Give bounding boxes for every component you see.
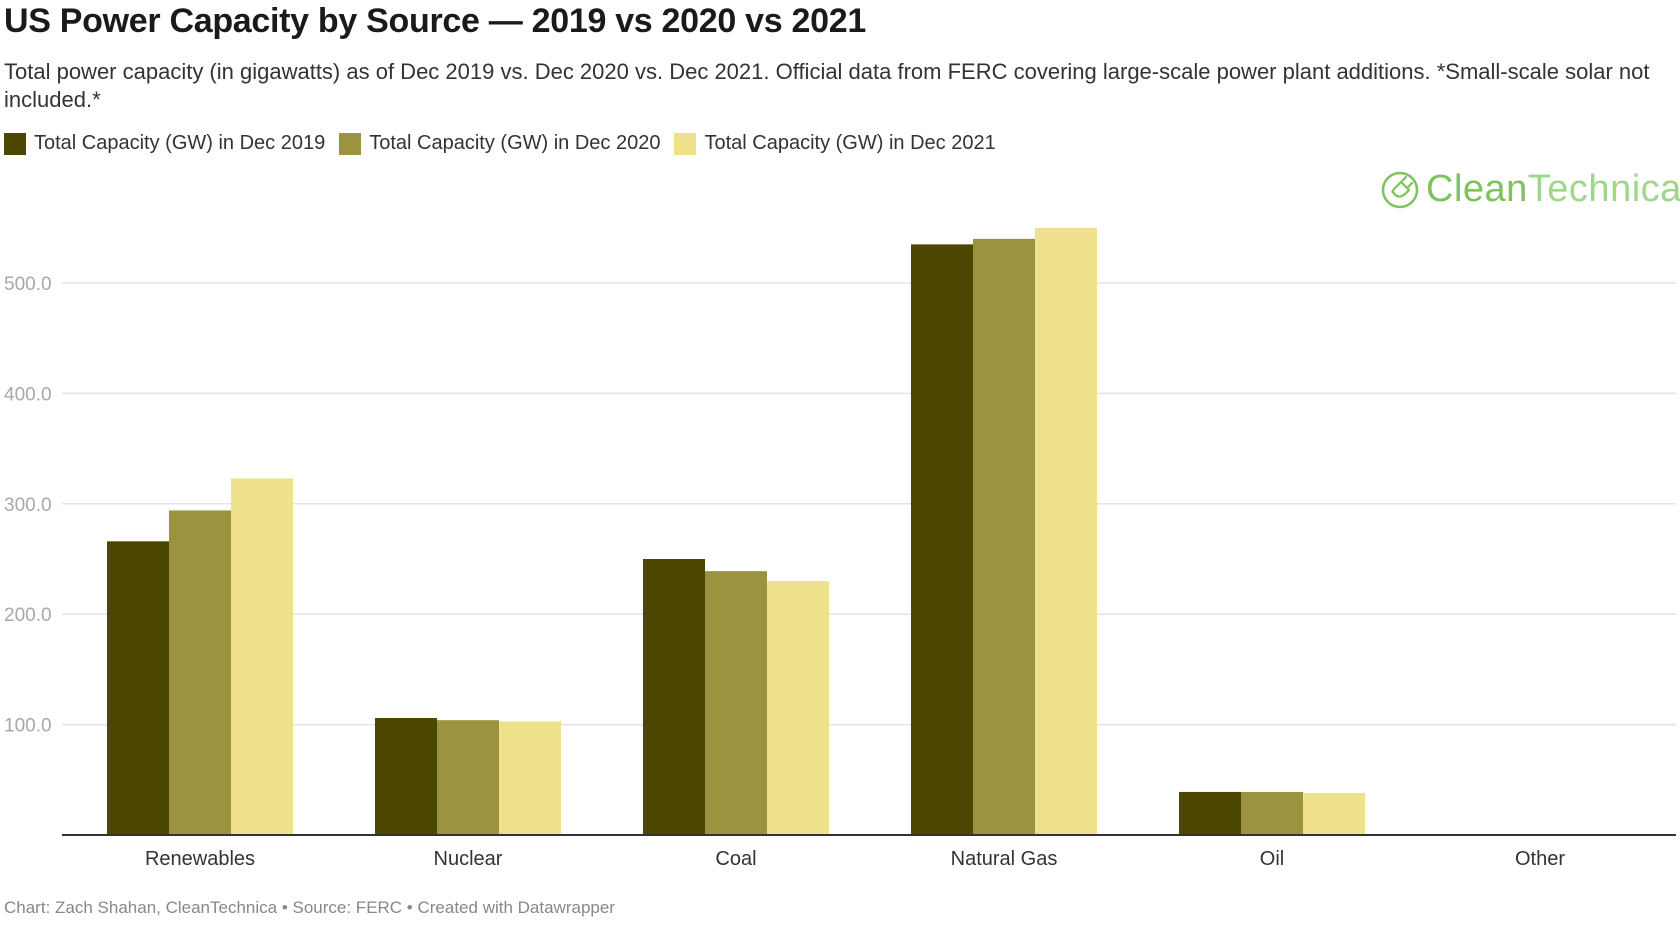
bar-group bbox=[107, 478, 293, 835]
bar bbox=[705, 571, 767, 835]
y-tick-label: 400.0 bbox=[4, 384, 52, 405]
y-tick-label: 500.0 bbox=[4, 274, 52, 295]
x-tick-label: Nuclear bbox=[434, 848, 503, 870]
bar bbox=[643, 559, 705, 835]
legend-swatch-2020 bbox=[339, 132, 362, 155]
bar bbox=[911, 244, 973, 836]
bar bbox=[437, 720, 499, 835]
bar bbox=[169, 510, 231, 835]
legend-label-2019: Total Capacity (GW) in Dec 2019 bbox=[34, 132, 326, 154]
bar bbox=[1303, 793, 1365, 835]
bar-group bbox=[1179, 791, 1365, 835]
cleantechnica-plug-icon bbox=[1381, 171, 1419, 208]
x-tick-label: Oil bbox=[1260, 848, 1284, 870]
x-tick-label: Natural Gas bbox=[951, 848, 1058, 870]
bar bbox=[1179, 791, 1241, 835]
y-tick-label: 100.0 bbox=[4, 716, 52, 737]
x-tick-label: Renewables bbox=[145, 848, 255, 870]
bar-group bbox=[643, 559, 829, 835]
bar bbox=[375, 717, 437, 835]
chart-footer: Chart: Zach Shahan, CleanTechnica • Sour… bbox=[4, 898, 615, 917]
y-tick-label: 300.0 bbox=[4, 495, 52, 516]
bar bbox=[973, 238, 1035, 836]
x-tick-label: Other bbox=[1515, 848, 1565, 870]
x-tick-label: Coal bbox=[715, 848, 756, 870]
logo-wordmark-clean: Clean bbox=[1426, 168, 1528, 210]
bar bbox=[499, 721, 561, 835]
cleantechnica-logo: CleanTechnica bbox=[1380, 168, 1680, 211]
legend-item-2020: Total Capacity (GW) in Dec 2020 bbox=[339, 132, 660, 155]
logo-wordmark: CleanTechnica bbox=[1426, 168, 1680, 211]
bars bbox=[107, 227, 1365, 836]
legend-item-2019: Total Capacity (GW) in Dec 2019 bbox=[4, 132, 325, 155]
chart-legend: Total Capacity (GW) in Dec 2019 Total Ca… bbox=[4, 132, 1010, 155]
bar bbox=[107, 541, 169, 835]
y-axis-tick-labels: 100.0 200.0 300.0 400.0 500.0 bbox=[4, 274, 52, 737]
bar bbox=[1241, 791, 1303, 835]
bar bbox=[1035, 227, 1097, 836]
bar bbox=[767, 581, 829, 835]
chart-subtitle: Total power capacity (in gigawatts) as o… bbox=[4, 59, 1650, 112]
bar bbox=[231, 478, 293, 835]
chart-title: US Power Capacity by Source — 2019 vs 20… bbox=[4, 2, 866, 40]
legend-label-2020: Total Capacity (GW) in Dec 2020 bbox=[369, 132, 661, 154]
logo-wordmark-technica: Technica bbox=[1527, 168, 1680, 210]
bar-group bbox=[911, 227, 1097, 836]
legend-swatch-2021 bbox=[674, 132, 697, 155]
bar-group bbox=[375, 717, 561, 835]
legend-item-2021: Total Capacity (GW) in Dec 2021 bbox=[674, 132, 996, 155]
grid-lines bbox=[62, 282, 1676, 726]
legend-label-2021: Total Capacity (GW) in Dec 2021 bbox=[704, 132, 996, 154]
y-tick-label: 200.0 bbox=[4, 605, 52, 626]
legend-swatch-2019 bbox=[4, 132, 26, 155]
x-axis-tick-labels: Renewables Nuclear Coal Natural Gas Oil Other bbox=[145, 848, 1565, 870]
